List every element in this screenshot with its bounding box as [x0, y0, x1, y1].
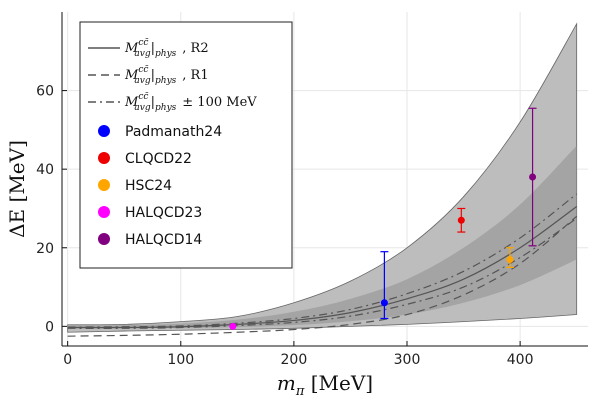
x-tick-label: 100	[167, 352, 194, 368]
data-points	[229, 107, 537, 330]
legend: Mcc̄ avg|phys, R2 Mcc̄ avg|phys, R1 Mcc̄ avg|…	[79, 21, 293, 269]
point-HSC24	[506, 256, 514, 264]
bands	[67, 22, 578, 333]
x-tick-label: 200	[281, 352, 308, 368]
axis-labels: mπ [MeV] ΔE [MeV]	[5, 140, 373, 399]
legend-label-Padmanath24: Padmanath24	[125, 124, 222, 140]
series-line-dashdot-3	[67, 217, 578, 329]
legend-label-CLQCD22: CLQCD22	[125, 151, 192, 167]
legend-label-HALQCD14: HALQCD14	[125, 232, 202, 248]
legend-marker-HSC24	[98, 179, 110, 191]
x-axis-label: mπ [MeV]	[277, 371, 373, 399]
point-HALQCD14	[529, 173, 537, 181]
axes: 0 100 200 300 400 0 20 40 60	[36, 12, 588, 368]
legend-marker-Padmanath24	[98, 125, 110, 137]
y-tick-label: 40	[36, 162, 54, 178]
series-lines	[67, 193, 578, 337]
legend-label-HALQCD23: HALQCD23	[125, 205, 202, 221]
legend-label-dashdot: Mcc̄ avg|phys ± 100 MeV	[124, 92, 257, 113]
legend-label-solid: Mcc̄ avg|phys, R2	[124, 38, 209, 59]
legend-label-HSC24: HSC24	[125, 178, 172, 194]
x-tick-label: 300	[394, 352, 421, 368]
point-HALQCD23	[229, 322, 237, 330]
legend-label-dashed: Mcc̄ avg|phys, R1	[124, 65, 209, 86]
legend-marker-HALQCD23	[98, 206, 110, 218]
x-tick-label: 0	[63, 352, 72, 368]
y-axis-label: ΔE [MeV]	[5, 140, 29, 238]
legend-box	[79, 21, 293, 269]
series-line-dashdot-2	[67, 193, 578, 328]
y-tick-label: 60	[36, 84, 54, 100]
point-CLQCD22	[457, 216, 465, 224]
legend-marker-CLQCD22	[98, 152, 110, 164]
y-tick-label: 0	[45, 319, 54, 335]
band-outer	[67, 22, 578, 333]
series-line-solid-0	[67, 206, 578, 329]
legend-marker-HALQCD14	[98, 233, 110, 245]
point-Padmanath24	[380, 299, 388, 307]
series-line-dashed-1	[67, 215, 578, 337]
x-tick-label: 400	[507, 352, 534, 368]
y-tick-label: 20	[36, 241, 54, 257]
band-inner	[67, 145, 577, 329]
